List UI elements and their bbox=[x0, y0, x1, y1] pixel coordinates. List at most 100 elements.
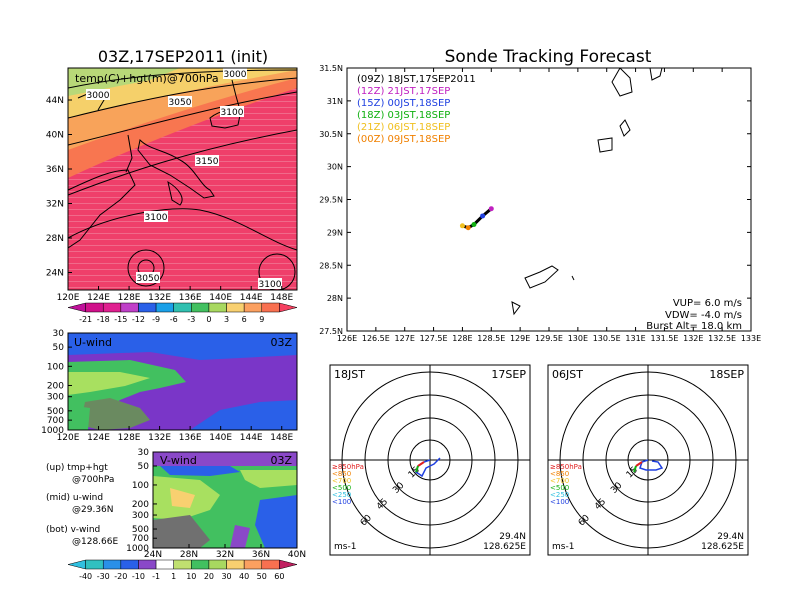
pressure-tick-label: 700 bbox=[132, 534, 149, 544]
colorbar-label: -20 bbox=[114, 572, 127, 581]
colorbar-label: 50 bbox=[257, 572, 267, 581]
contour-label: 3100 bbox=[259, 280, 282, 290]
colorbar-swatch bbox=[279, 559, 298, 570]
colorbar-swatch bbox=[226, 559, 245, 570]
track-map bbox=[347, 68, 751, 331]
colorbar-label: -12 bbox=[132, 315, 145, 324]
colorbar-swatch bbox=[173, 302, 192, 313]
colorbar-label: -18 bbox=[97, 315, 110, 324]
temperature-map: 3000 3000 3050 3100 3150 3100 3050 3100 … bbox=[68, 68, 297, 290]
u-wind-panel bbox=[68, 333, 297, 430]
colorbar-swatch bbox=[279, 302, 298, 313]
track-series bbox=[459, 206, 494, 231]
lon-tick-label: 129.5E bbox=[535, 334, 563, 343]
pressure-tick-label: 500 bbox=[132, 525, 149, 535]
pressure-tick-label: 100 bbox=[47, 362, 64, 372]
temperature-colorbar: -21 -18 -15 -12 -9 -6 -3 0 3 6 9 bbox=[67, 302, 298, 324]
colorbar-swatch bbox=[191, 302, 210, 313]
colorbar-label: 60 bbox=[274, 572, 284, 581]
colorbar-swatch bbox=[67, 559, 86, 570]
lon-tick-label: 144E bbox=[240, 433, 263, 443]
colorbar-swatch bbox=[261, 559, 280, 570]
pressure-tick-label: 500 bbox=[47, 407, 64, 417]
hodograph-time: 18JST bbox=[334, 368, 365, 381]
colorbar-swatch bbox=[173, 559, 192, 570]
track-point bbox=[465, 225, 471, 231]
lat-tick-label: 24N bbox=[46, 269, 64, 279]
lon-tick-label: 132.5E bbox=[708, 334, 736, 343]
pressure-tick-label: 300 bbox=[132, 511, 149, 521]
pressure-tick-label: 50 bbox=[53, 343, 65, 353]
level-legend: <500 bbox=[550, 484, 569, 492]
pressure-tick-label: 1000 bbox=[41, 426, 64, 436]
colorbar-label: -1 bbox=[152, 572, 160, 581]
param-vdw: VDW= -4.0 m/s bbox=[665, 310, 742, 321]
colorbar-swatch bbox=[85, 559, 104, 570]
lat-tick-label: 40N bbox=[288, 550, 306, 560]
note-mid-1: (mid) u-wind bbox=[46, 493, 103, 503]
lon-tick-label: 131E bbox=[625, 334, 645, 343]
level-legend: ≥850hPa bbox=[332, 463, 364, 471]
lon-tick-label: 136E bbox=[179, 293, 202, 303]
lon-tick-label: 128.5E bbox=[477, 334, 505, 343]
colorbar-label: -30 bbox=[97, 572, 110, 581]
contour-label: 3100 bbox=[145, 213, 168, 223]
lat-tick-label: 24N bbox=[144, 550, 162, 560]
colorbar-swatch bbox=[191, 559, 210, 570]
note-up-2: @700hPa bbox=[72, 475, 114, 485]
lon-tick-label: 132E bbox=[683, 334, 703, 343]
lon-tick-label: 130.5E bbox=[593, 334, 621, 343]
lon-tick-label: 132E bbox=[148, 293, 171, 303]
level-legend: <850 bbox=[332, 470, 351, 478]
colorbar-label: 30 bbox=[221, 572, 231, 581]
colorbar-swatch bbox=[208, 559, 227, 570]
lat-tick-label: 36N bbox=[252, 550, 270, 560]
v-wind-label: V-wind bbox=[160, 454, 197, 467]
colorbar-label: 9 bbox=[259, 315, 264, 324]
hodograph-lon: 128.625E bbox=[483, 542, 526, 552]
colorbar-label: 6 bbox=[242, 315, 247, 324]
colorbar-label: 20 bbox=[204, 572, 214, 581]
lon-tick-label: 140E bbox=[209, 293, 232, 303]
param-burst: Burst Alt= 18.0 km bbox=[646, 321, 742, 332]
legend-entry: (00Z) 09JST,18SEP bbox=[357, 134, 450, 145]
contour-label: 3050 bbox=[137, 274, 160, 284]
lon-tick-label: 133E bbox=[741, 334, 761, 343]
level-legend: <850 bbox=[550, 470, 569, 478]
hodograph-unit: ms-1 bbox=[334, 542, 356, 552]
legend-entry: (09Z) 18JST,17SEP2011 bbox=[357, 74, 476, 85]
v-wind-panel bbox=[153, 452, 297, 548]
lon-tick-label: 124E bbox=[87, 433, 110, 443]
right-title: Sonde Tracking Forecast bbox=[445, 47, 652, 67]
colorbar-label: 40 bbox=[239, 572, 249, 581]
level-legend: <500 bbox=[332, 484, 351, 492]
colorbar-label: -15 bbox=[114, 315, 127, 324]
lon-tick-label: 126E bbox=[337, 334, 357, 343]
lon-tick-label: 136E bbox=[179, 433, 202, 443]
lat-tick-label: 29.5N bbox=[319, 196, 343, 205]
colorbar-label: -21 bbox=[79, 315, 92, 324]
pressure-tick-label: 30 bbox=[138, 448, 150, 458]
hodograph-1: 18JST 17SEP29.4N128.625Ems-115304560≥850h… bbox=[329, 364, 531, 556]
colorbar-label: 0 bbox=[206, 315, 211, 324]
note-bot-2: @128.66E bbox=[72, 537, 118, 547]
lat-tick-label: 31.5N bbox=[319, 64, 343, 73]
pressure-tick-label: 100 bbox=[132, 481, 149, 491]
lat-tick-label: 32N bbox=[216, 550, 234, 560]
colorbar-label: 3 bbox=[224, 315, 229, 324]
colorbar-label: -10 bbox=[132, 572, 145, 581]
level-legend: <700 bbox=[332, 477, 351, 485]
pressure-tick-label: 50 bbox=[138, 462, 150, 472]
hodograph-date: 17SEP bbox=[491, 368, 526, 381]
colorbar-swatch bbox=[138, 302, 157, 313]
colorbar-swatch bbox=[155, 302, 174, 313]
hodograph-unit: ms-1 bbox=[552, 542, 574, 552]
lon-tick-label: 126.5E bbox=[362, 334, 390, 343]
lon-tick-label: 128E bbox=[118, 433, 141, 443]
lat-tick-label: 31N bbox=[327, 97, 343, 106]
contour-label: 3050 bbox=[169, 98, 192, 108]
colorbar-swatch bbox=[120, 559, 139, 570]
lon-tick-label: 144E bbox=[240, 293, 263, 303]
hodograph-lat: 29.4N bbox=[717, 532, 744, 542]
colorbar-swatch bbox=[120, 302, 139, 313]
